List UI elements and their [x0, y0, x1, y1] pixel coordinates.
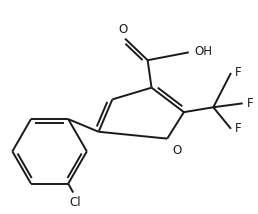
Text: F: F: [247, 97, 253, 110]
Text: OH: OH: [195, 45, 213, 58]
Text: F: F: [235, 66, 241, 79]
Text: O: O: [172, 144, 181, 156]
Text: F: F: [235, 122, 241, 135]
Text: Cl: Cl: [69, 196, 81, 210]
Text: O: O: [118, 23, 128, 36]
